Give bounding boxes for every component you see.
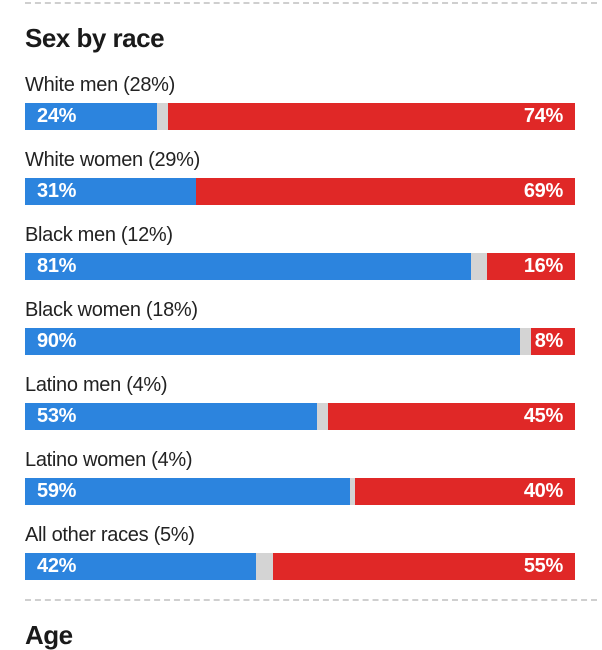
gap-bar-segment xyxy=(520,328,531,355)
red-pct-label: 45% xyxy=(523,405,563,427)
section-title-sex-by-race: Sex by race xyxy=(25,23,165,53)
blue-bar-segment: 90% xyxy=(25,328,520,355)
stacked-bar: 53% 45% xyxy=(25,403,575,430)
blue-bar-segment: 24% xyxy=(25,103,157,130)
race-row-label: Black women (18%) xyxy=(25,299,198,321)
blue-bar-segment: 31% xyxy=(25,178,196,205)
gap-bar-segment xyxy=(157,103,168,130)
race-row: Black women (18%) 90% 8% xyxy=(25,299,575,355)
blue-pct-label: 31% xyxy=(37,180,77,202)
race-row-label: White men (28%) xyxy=(25,74,175,96)
stacked-bar: 90% 8% xyxy=(25,328,575,355)
race-row: All other races (5%) 42% 55% xyxy=(25,524,575,580)
blue-pct-label: 24% xyxy=(37,105,77,127)
stacked-bar: 31% 69% xyxy=(25,178,575,205)
section-title-age: Age xyxy=(25,620,73,650)
red-bar-segment: 8% xyxy=(531,328,575,355)
red-pct-label: 69% xyxy=(523,180,563,202)
gap-bar-segment xyxy=(349,478,355,505)
blue-pct-label: 59% xyxy=(37,480,77,502)
stacked-bar: 42% 55% xyxy=(25,553,575,580)
blue-pct-label: 42% xyxy=(37,555,77,577)
race-row: White men (28%) 24% 74% xyxy=(25,74,575,130)
race-row-label: White women (29%) xyxy=(25,149,200,171)
bottom-dashed-divider xyxy=(25,599,597,601)
gap-bar-segment xyxy=(316,403,328,430)
blue-pct-label: 53% xyxy=(37,405,77,427)
race-row-label: Latino women (4%) xyxy=(25,449,193,471)
red-bar-segment: 55% xyxy=(272,553,575,580)
red-pct-label: 74% xyxy=(523,105,563,127)
red-bar-segment: 40% xyxy=(355,478,575,505)
blue-bar-segment: 42% xyxy=(25,553,256,580)
red-bar-segment: 16% xyxy=(487,253,575,280)
red-pct-label: 16% xyxy=(523,255,563,277)
blue-pct-label: 90% xyxy=(37,330,77,352)
race-row: Latino men (4%) 53% 45% xyxy=(25,374,575,430)
red-bar-segment: 74% xyxy=(168,103,575,130)
red-bar-segment: 45% xyxy=(327,403,575,430)
race-row-label: Black men (12%) xyxy=(25,224,173,246)
stacked-bar: 59% 40% xyxy=(25,478,575,505)
blue-pct-label: 81% xyxy=(37,255,77,277)
race-row-label: All other races (5%) xyxy=(25,524,195,546)
sex-by-race-chart: White men (28%) 24% 74% White women (29%… xyxy=(25,74,575,580)
race-row: Latino women (4%) 59% 40% xyxy=(25,449,575,505)
stacked-bar: 24% 74% xyxy=(25,103,575,130)
race-row: Black men (12%) 81% 16% xyxy=(25,224,575,280)
gap-bar-segment xyxy=(470,253,487,280)
red-pct-label: 55% xyxy=(523,555,563,577)
gap-bar-segment xyxy=(256,553,273,580)
red-bar-segment: 69% xyxy=(195,178,575,205)
blue-bar-segment: 81% xyxy=(25,253,471,280)
blue-bar-segment: 59% xyxy=(25,478,350,505)
top-dashed-divider xyxy=(25,2,597,4)
red-pct-label: 8% xyxy=(534,330,564,352)
blue-bar-segment: 53% xyxy=(25,403,317,430)
red-pct-label: 40% xyxy=(523,480,563,502)
race-row: White women (29%) 31% 69% xyxy=(25,149,575,205)
stacked-bar: 81% 16% xyxy=(25,253,575,280)
race-row-label: Latino men (4%) xyxy=(25,374,168,396)
